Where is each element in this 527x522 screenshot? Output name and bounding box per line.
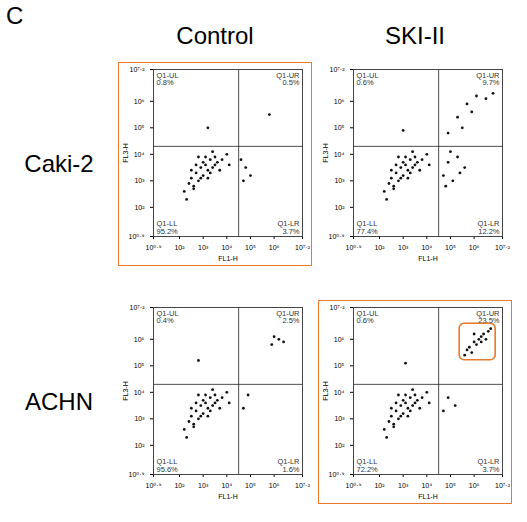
svg-text:Q1-UL0.4%0.4: Q1-UL0.4%0.4: [157, 309, 179, 326]
svg-text:10⁵: 10⁵: [334, 362, 345, 369]
svg-text:Q1-LR1.6%1.6: Q1-LR1.6%1.6: [277, 457, 300, 474]
svg-text:10²: 10²: [374, 244, 385, 251]
svg-text:Q1-UL0.8%0.8: Q1-UL0.8%0.8: [157, 71, 179, 88]
svg-text:10³: 10³: [398, 482, 409, 489]
svg-text:10⁷·²: 10⁷·²: [130, 66, 146, 73]
svg-text:10⁰·⁹: 10⁰·⁹: [146, 482, 162, 489]
svg-text:10⁷·²: 10⁷·²: [330, 66, 346, 73]
svg-text:10⁶: 10⁶: [469, 244, 480, 251]
svg-text:10²: 10²: [334, 204, 345, 211]
svg-text:Q1-LR3.7%3.7: Q1-LR3.7%3.7: [277, 219, 300, 236]
svg-text:10⁶: 10⁶: [269, 482, 280, 489]
html-text:SKI-II: SKI-II: [385, 22, 445, 49]
svg-text:10⁰·⁹: 10⁰·⁹: [329, 471, 345, 478]
html-text:23.5%: 23.5%: [478, 316, 500, 326]
svg-text:10⁵: 10⁵: [445, 244, 456, 251]
svg-text:10⁶: 10⁶: [334, 336, 345, 343]
svg-text:Q1-LR12.2%12.2: Q1-LR12.2%12.2: [477, 219, 500, 236]
svg-text:10³: 10³: [134, 415, 145, 422]
svg-text:10³: 10³: [334, 415, 345, 422]
svg-text:10⁰·⁹: 10⁰·⁹: [129, 233, 145, 240]
svg-text:10⁶: 10⁶: [134, 98, 145, 105]
svg-text:Q1-UR0.5%0.5: Q1-UR0.5%0.5: [276, 71, 300, 88]
svg-text:10²: 10²: [134, 204, 145, 211]
svg-text:10²: 10²: [334, 442, 345, 449]
html-text:Q1-UR: Q1-UR: [476, 308, 500, 318]
svg-text:10⁴: 10⁴: [134, 389, 145, 396]
svg-text:FL1-H: FL1-H: [218, 493, 237, 500]
svg-text:10⁷·²: 10⁷·²: [295, 244, 310, 251]
svg-text:Q1-LR3.7%3.7: Q1-LR3.7%3.7: [477, 457, 500, 474]
svg-text:Q1-UL0.6%0.6: Q1-UL0.6%0.6: [357, 71, 379, 88]
svg-text:10⁶: 10⁶: [134, 336, 145, 343]
svg-text:Q1-UR9.7%9.7: Q1-UR9.7%9.7: [476, 71, 500, 88]
svg-text:Q1-LL95.2%95.2: Q1-LL95.2%95.2: [157, 219, 179, 236]
svg-text:Q1-LL95.6%95.6: Q1-LL95.6%95.6: [157, 457, 179, 474]
svg-text:10⁵: 10⁵: [445, 482, 456, 489]
svg-text:10⁴: 10⁴: [421, 482, 432, 489]
svg-text:FL3-H: FL3-H: [322, 381, 329, 400]
svg-text:10⁷·²: 10⁷·²: [330, 304, 346, 311]
svg-text:FL1-H: FL1-H: [218, 255, 237, 262]
svg-text:10⁴: 10⁴: [421, 244, 432, 251]
svg-text:10⁴: 10⁴: [134, 151, 145, 158]
svg-text:10⁵: 10⁵: [134, 124, 145, 131]
svg-text:10⁵: 10⁵: [245, 244, 256, 251]
html-text:ACHN: ACHN: [25, 388, 93, 415]
svg-text:FL1-H: FL1-H: [418, 255, 437, 262]
svg-text:10⁷·²: 10⁷·²: [495, 244, 510, 251]
svg-text:10⁰·⁹: 10⁰·⁹: [129, 471, 145, 478]
svg-text:10²: 10²: [134, 442, 145, 449]
svg-text:10³: 10³: [398, 244, 409, 251]
html-text:Caki-2: Caki-2: [24, 150, 94, 177]
svg-text:10⁷·²: 10⁷·²: [295, 482, 310, 489]
svg-text:10⁰·⁹: 10⁰·⁹: [146, 244, 162, 251]
svg-text:10⁵: 10⁵: [245, 482, 256, 489]
svg-text:Q1-LL72.2%72.2: Q1-LL72.2%72.2: [357, 457, 379, 474]
svg-text:FL3-H: FL3-H: [122, 143, 129, 162]
html-text:Control: Control: [176, 22, 254, 49]
svg-text:10⁷·²: 10⁷·²: [130, 304, 146, 311]
svg-text:Q1-UL0.6%0.6: Q1-UL0.6%0.6: [357, 309, 379, 326]
svg-text:FL1-H: FL1-H: [418, 493, 437, 500]
svg-text:10⁵: 10⁵: [134, 362, 145, 369]
svg-text:10⁴: 10⁴: [334, 389, 345, 396]
svg-text:10⁴: 10⁴: [334, 151, 345, 158]
svg-text:10⁵: 10⁵: [334, 124, 345, 131]
svg-text:10⁶: 10⁶: [469, 482, 480, 489]
html-text:C: C: [6, 2, 24, 29]
svg-text:10⁶: 10⁶: [269, 244, 280, 251]
svg-text:10⁶: 10⁶: [334, 98, 345, 105]
svg-text:FL3-H: FL3-H: [322, 143, 329, 162]
svg-text:10⁴: 10⁴: [221, 482, 232, 489]
svg-text:10³: 10³: [134, 177, 145, 184]
svg-text:10⁰·⁹: 10⁰·⁹: [329, 233, 345, 240]
svg-text:10⁷·²: 10⁷·²: [495, 482, 510, 489]
svg-text:10²: 10²: [374, 482, 385, 489]
svg-text:10³: 10³: [334, 177, 345, 184]
svg-text:10⁴: 10⁴: [221, 244, 232, 251]
svg-text:10²: 10²: [174, 244, 185, 251]
svg-text:FL3-H: FL3-H: [122, 381, 129, 400]
svg-text:10³: 10³: [198, 482, 209, 489]
svg-text:10²: 10²: [174, 482, 185, 489]
svg-text:10³: 10³: [198, 244, 209, 251]
svg-text:Q1-LL77.4%77.4: Q1-LL77.4%77.4: [357, 219, 379, 236]
svg-text:10⁰·⁹: 10⁰·⁹: [346, 482, 362, 489]
svg-text:Q1-UR2.5%2.5: Q1-UR2.5%2.5: [276, 309, 300, 326]
svg-text:10⁰·⁹: 10⁰·⁹: [346, 244, 362, 251]
